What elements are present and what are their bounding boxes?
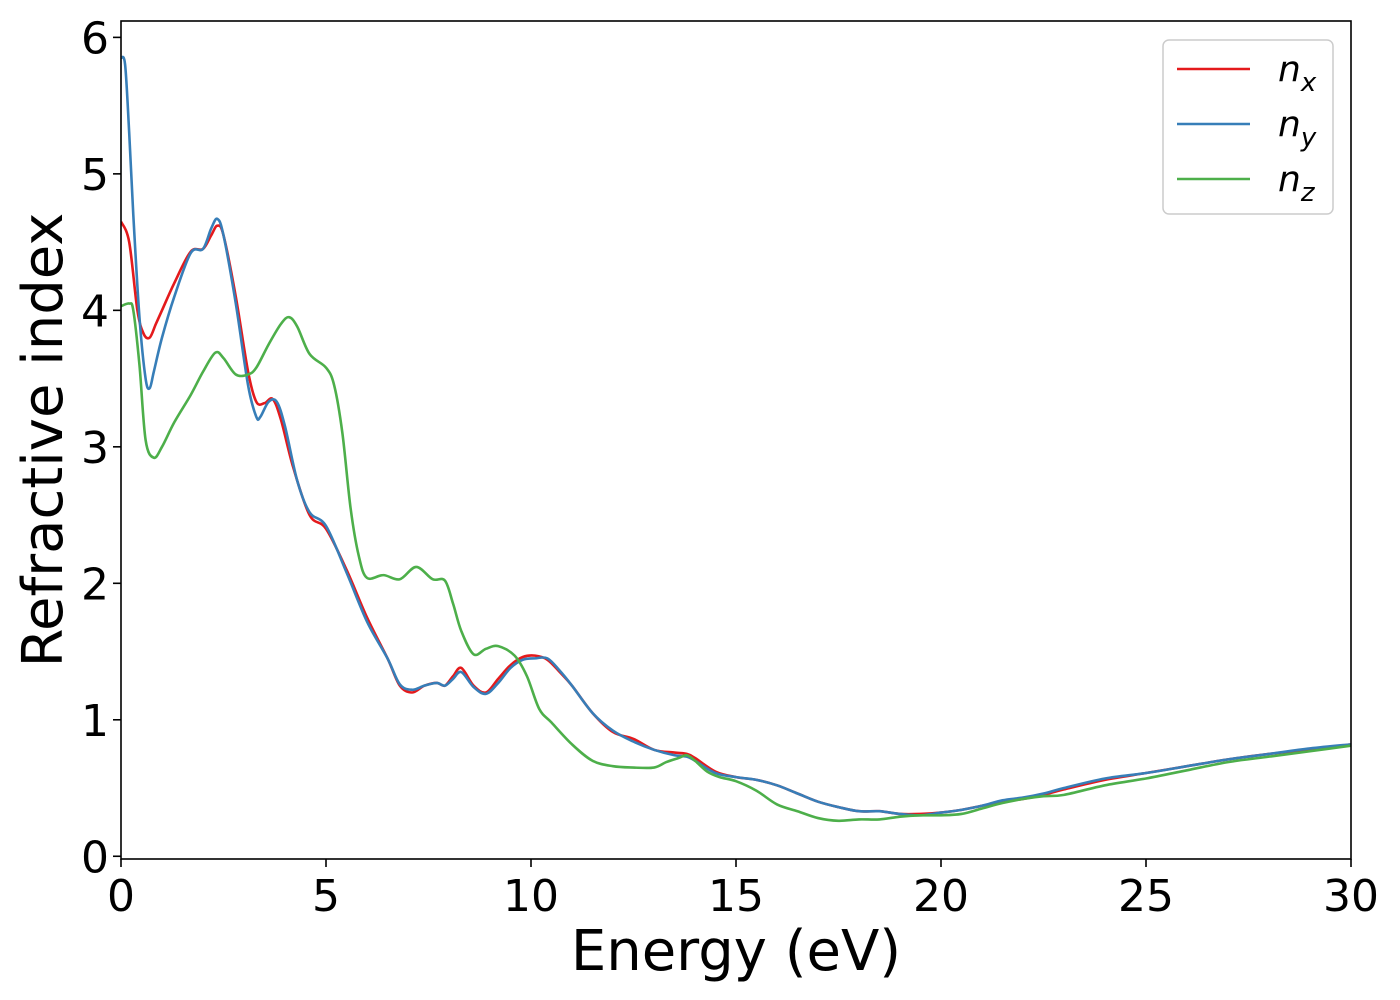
y-tick-label: 2 [81, 559, 109, 610]
series-line-z [121, 301, 1351, 823]
y-tick-label: 3 [81, 423, 109, 474]
ticks-layer: 0 5 10 15 20 25 30 0 1 2 3 4 5 6 [81, 13, 1379, 922]
y-axis-title: Refractive index [11, 213, 76, 668]
x-tick-label: 25 [1118, 871, 1174, 922]
x-tick-label: 5 [312, 871, 340, 922]
series-line-y [121, 55, 1351, 817]
x-axis-title: Energy (eV) [571, 919, 901, 984]
series-layer [121, 55, 1351, 823]
y-tick-label: 6 [81, 13, 109, 64]
legend-items: nx ny nz [1177, 49, 1317, 208]
y-tick-label: 4 [81, 286, 109, 337]
y-tick-label: 1 [81, 696, 109, 747]
legend-label-z: nz [1278, 159, 1316, 208]
x-tick-label: 20 [913, 871, 969, 922]
legend: nx ny nz [1162, 39, 1334, 215]
legend-label-y: ny [1278, 104, 1317, 153]
legend-label-x: nx [1278, 49, 1317, 98]
x-tick-label: 30 [1323, 871, 1379, 922]
x-tick-label: 15 [708, 871, 764, 922]
y-tick-label: 5 [81, 150, 109, 201]
x-tick-label: 0 [107, 871, 135, 922]
legend-box [1162, 39, 1334, 215]
x-tick-label: 10 [503, 871, 559, 922]
y-tick-label: 0 [81, 832, 109, 883]
